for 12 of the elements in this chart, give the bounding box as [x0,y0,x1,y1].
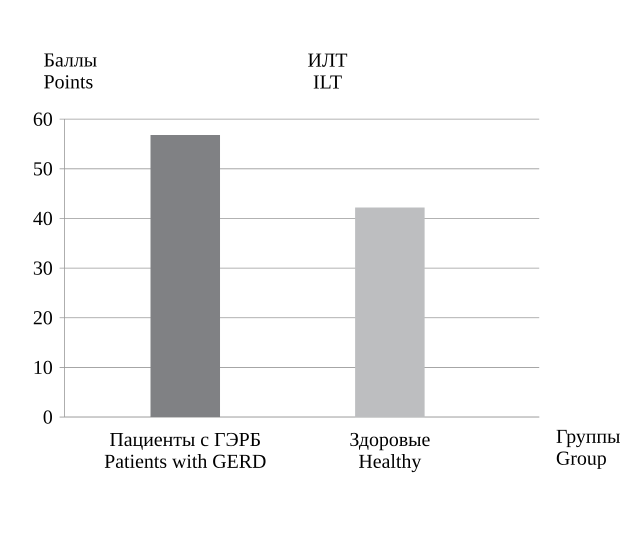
y-tick-label: 20 [34,310,52,324]
x-tick-label: Пациенты с ГЭРБ Patients with GERD [104,432,266,468]
y-tick-label: 40 [33,212,52,226]
y-tick-label: 0 [44,410,52,424]
chart-title: ИЛТ ILT [308,54,348,88]
y-axis-title: Баллы Points [44,53,97,88]
y-tick-label: 50 [34,162,52,176]
x-tick-label: Здоровые Healthy [350,432,430,472]
y-tick-label: 10 [34,360,52,374]
y-tick-label: 60 [34,112,52,126]
y-tick-label: 30 [34,261,52,275]
x-axis-title: Группы Group [556,430,620,469]
